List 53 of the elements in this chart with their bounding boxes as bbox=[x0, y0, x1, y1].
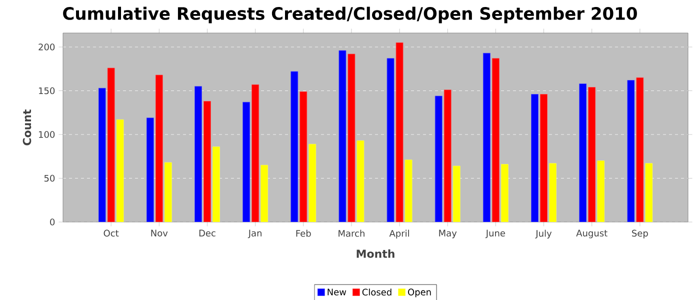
x-axis-title: Month bbox=[356, 249, 394, 258]
y-tick-label: 50 bbox=[44, 174, 55, 182]
bar bbox=[444, 90, 452, 222]
bar bbox=[107, 68, 115, 222]
bar bbox=[452, 166, 460, 222]
bar bbox=[204, 101, 211, 222]
bar bbox=[386, 58, 394, 222]
bar bbox=[588, 87, 596, 222]
bar bbox=[252, 84, 260, 222]
x-tick-label: Feb bbox=[296, 230, 311, 237]
bar bbox=[155, 74, 163, 222]
bar bbox=[483, 52, 490, 222]
legend-label: Open bbox=[408, 288, 431, 298]
bar bbox=[300, 91, 308, 222]
bar bbox=[579, 84, 587, 222]
bar bbox=[540, 94, 548, 222]
x-tick-label: Dec bbox=[199, 230, 216, 236]
bar bbox=[308, 144, 316, 222]
bar bbox=[434, 96, 442, 222]
x-tick-label: Nov bbox=[151, 230, 168, 236]
x-tick-label: June bbox=[485, 230, 506, 238]
y-tick-label: 0 bbox=[50, 218, 55, 226]
bar bbox=[260, 164, 268, 222]
x-tick-label: April bbox=[389, 230, 409, 239]
x-tick-label: Oct bbox=[104, 230, 119, 237]
x-tick-label: August bbox=[576, 230, 608, 238]
bar bbox=[492, 58, 500, 222]
y-tick-label: 150 bbox=[39, 87, 55, 94]
legend-label: New bbox=[328, 288, 346, 296]
bar bbox=[194, 86, 202, 222]
bar bbox=[531, 94, 538, 222]
y-axis-title: Count bbox=[22, 109, 32, 146]
bar bbox=[164, 162, 172, 222]
x-tick-label: Jan bbox=[248, 230, 262, 238]
bar bbox=[597, 160, 605, 222]
bar bbox=[146, 118, 154, 222]
bar bbox=[338, 50, 346, 222]
bar bbox=[242, 102, 250, 222]
bar bbox=[290, 71, 298, 222]
bar bbox=[501, 164, 508, 222]
legend-label: Closed bbox=[362, 288, 392, 296]
bar bbox=[98, 88, 106, 222]
x-tick-label: March bbox=[338, 230, 364, 237]
y-tick-label: 100 bbox=[39, 131, 55, 138]
bar bbox=[116, 119, 124, 222]
x-tick-label: July bbox=[535, 230, 552, 239]
bar bbox=[212, 146, 220, 222]
bar bbox=[549, 163, 556, 222]
bar bbox=[627, 80, 635, 222]
chart-title: Cumulative Requests Created/Closed/Open September 2010 bbox=[63, 6, 637, 24]
x-tick-label: Sep bbox=[632, 230, 648, 238]
x-tick-label: May bbox=[439, 230, 457, 238]
y-tick-label: 200 bbox=[38, 44, 55, 50]
